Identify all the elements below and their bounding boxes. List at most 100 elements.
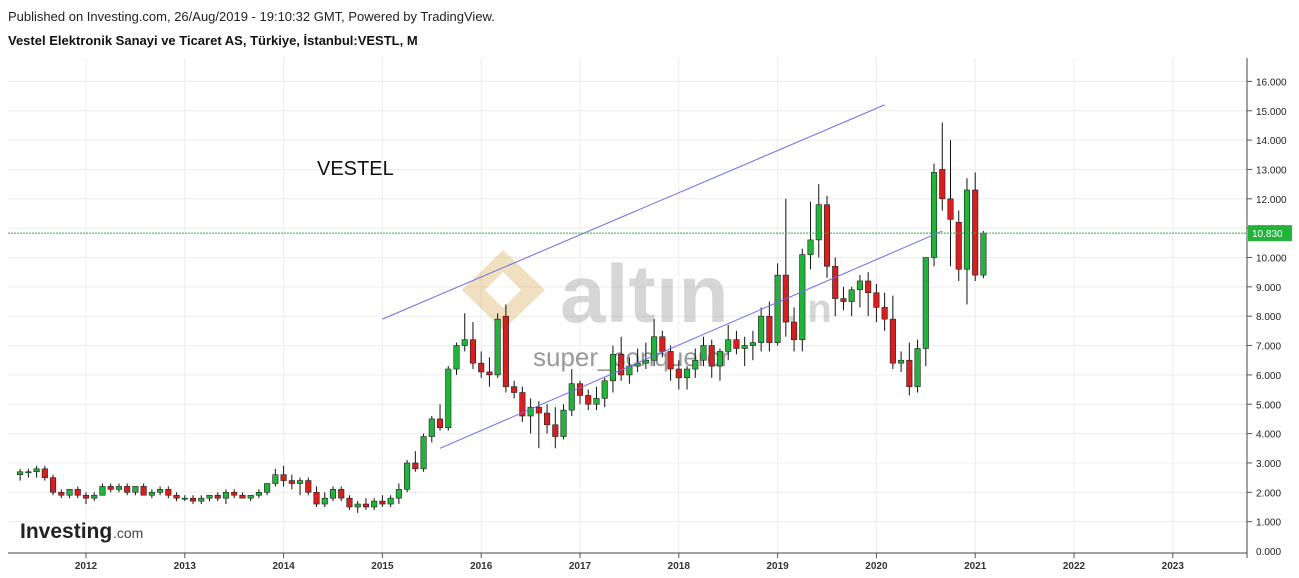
candle-body-up bbox=[395, 489, 402, 499]
candle bbox=[58, 489, 65, 499]
candle bbox=[766, 301, 773, 352]
candle-body-down bbox=[239, 494, 246, 499]
candle-body-down bbox=[140, 486, 147, 496]
candle bbox=[865, 272, 872, 317]
candle bbox=[140, 483, 147, 496]
candle bbox=[132, 486, 139, 496]
candle-body-down bbox=[618, 354, 625, 376]
candle bbox=[642, 342, 649, 370]
candle-body-down bbox=[832, 266, 839, 299]
y-tick-label: 5.000 bbox=[1256, 400, 1281, 411]
candle-body-down bbox=[873, 292, 880, 308]
candle bbox=[667, 345, 674, 381]
candle bbox=[338, 486, 345, 502]
y-tick-label: 16.000 bbox=[1256, 77, 1287, 88]
candle-body-up bbox=[461, 339, 468, 346]
candle bbox=[791, 307, 798, 352]
candle bbox=[568, 369, 575, 416]
candle bbox=[939, 122, 946, 211]
y-tick-label: 4.000 bbox=[1256, 430, 1281, 441]
candle-body-down bbox=[972, 189, 979, 276]
candle-body-up bbox=[898, 359, 905, 364]
candle-body-down bbox=[552, 424, 559, 437]
watermark-diamond-icon bbox=[462, 250, 545, 330]
candle-body-up bbox=[683, 368, 691, 379]
candle-body-down bbox=[766, 315, 773, 343]
y-tick-label: 12.000 bbox=[1256, 195, 1287, 206]
candle-body-up bbox=[148, 491, 155, 496]
candle bbox=[264, 483, 271, 496]
candle-body-down bbox=[939, 169, 946, 200]
candle-body-down bbox=[947, 198, 954, 220]
candle bbox=[823, 195, 831, 279]
channel-lower-line bbox=[439, 230, 943, 449]
y-tick-label: 13.000 bbox=[1256, 165, 1287, 176]
candle-body-down bbox=[486, 371, 493, 376]
candle bbox=[659, 330, 666, 358]
candle-body-up bbox=[99, 486, 106, 496]
candle bbox=[914, 339, 921, 393]
candle-body-down bbox=[214, 494, 221, 499]
candle-body-down bbox=[906, 359, 913, 387]
candle-body-up bbox=[963, 189, 971, 270]
x-tick-label: 2019 bbox=[766, 561, 789, 572]
y-tick-label: 3.000 bbox=[1256, 459, 1281, 470]
y-tick-label: 14.000 bbox=[1256, 136, 1287, 147]
candle bbox=[255, 489, 262, 499]
candle bbox=[840, 286, 847, 311]
x-tick-label: 2013 bbox=[174, 561, 197, 572]
y-tick-label: 9.000 bbox=[1256, 283, 1281, 294]
candle bbox=[675, 360, 682, 390]
x-tick-label: 2012 bbox=[75, 561, 98, 572]
candle bbox=[725, 325, 732, 361]
candle-body-up bbox=[601, 380, 608, 399]
candle-body-up bbox=[247, 494, 254, 499]
y-tick-label: 2.000 bbox=[1256, 488, 1281, 499]
candle bbox=[716, 348, 724, 381]
candle bbox=[91, 492, 98, 502]
candle bbox=[560, 404, 567, 440]
candle-body-up bbox=[749, 342, 756, 346]
candle bbox=[799, 248, 806, 352]
candle-body-up bbox=[157, 489, 164, 493]
candle bbox=[700, 336, 707, 367]
candle bbox=[33, 465, 40, 478]
y-tick-label: 8.000 bbox=[1256, 312, 1281, 323]
candle-body-down bbox=[82, 494, 90, 499]
candle bbox=[807, 201, 814, 270]
candle bbox=[231, 489, 238, 499]
candle bbox=[692, 348, 699, 378]
y-tick-label: 6.000 bbox=[1256, 371, 1281, 382]
candle-body-down bbox=[823, 204, 831, 267]
candle bbox=[601, 377, 608, 408]
y-tick-label: 10.000 bbox=[1256, 254, 1287, 265]
candle bbox=[387, 495, 394, 507]
candle bbox=[519, 386, 526, 422]
candle-body-up bbox=[848, 289, 855, 302]
candle bbox=[486, 357, 493, 387]
y-tick-label: 15.000 bbox=[1256, 107, 1287, 118]
candle bbox=[165, 486, 172, 499]
candle-body-up bbox=[222, 491, 230, 499]
candle bbox=[25, 468, 32, 478]
candle bbox=[420, 433, 427, 472]
candle-body-up bbox=[568, 383, 575, 411]
candle bbox=[124, 483, 131, 496]
candle bbox=[461, 313, 468, 352]
candle bbox=[683, 366, 691, 390]
candle bbox=[297, 477, 304, 496]
candle-body-down bbox=[305, 480, 312, 493]
candle bbox=[856, 275, 863, 308]
candle bbox=[371, 498, 378, 510]
candle bbox=[922, 257, 929, 367]
candle bbox=[50, 474, 57, 496]
candle-body-down bbox=[576, 383, 584, 396]
candle-body-up bbox=[33, 468, 40, 473]
candles-layer bbox=[17, 122, 987, 513]
candle bbox=[181, 495, 188, 502]
candle bbox=[222, 489, 230, 505]
price-axis: 1.000 2.000 3.000 4.000 5.000 6.000 7.000 8.000… bbox=[8, 58, 1292, 572]
candle-body-down bbox=[840, 298, 847, 302]
x-tick-label: 2020 bbox=[865, 561, 888, 572]
candle-body-down bbox=[231, 491, 238, 496]
